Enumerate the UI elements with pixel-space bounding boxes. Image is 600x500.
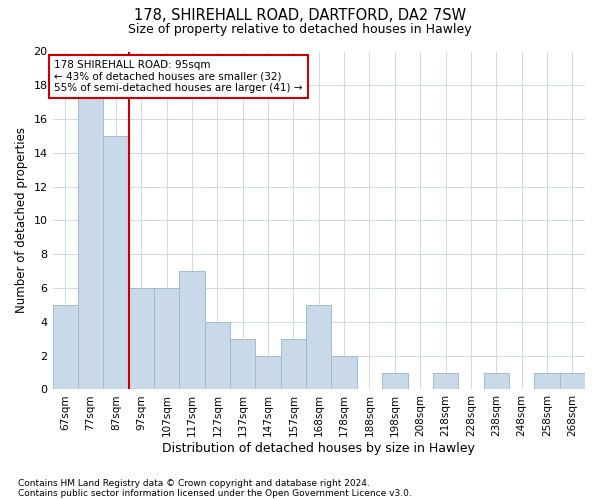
Bar bbox=[331, 356, 357, 390]
Bar bbox=[53, 305, 78, 390]
Bar bbox=[560, 372, 585, 390]
Bar bbox=[103, 136, 128, 390]
Bar bbox=[281, 339, 306, 390]
Bar bbox=[306, 305, 331, 390]
X-axis label: Distribution of detached houses by size in Hawley: Distribution of detached houses by size … bbox=[163, 442, 475, 455]
Bar bbox=[179, 271, 205, 390]
Bar bbox=[382, 372, 407, 390]
Text: Contains HM Land Registry data © Crown copyright and database right 2024.: Contains HM Land Registry data © Crown c… bbox=[18, 478, 370, 488]
Bar bbox=[534, 372, 560, 390]
Bar bbox=[433, 372, 458, 390]
Text: Size of property relative to detached houses in Hawley: Size of property relative to detached ho… bbox=[128, 22, 472, 36]
Bar bbox=[256, 356, 281, 390]
Bar bbox=[78, 86, 103, 390]
Text: 178 SHIREHALL ROAD: 95sqm
← 43% of detached houses are smaller (32)
55% of semi-: 178 SHIREHALL ROAD: 95sqm ← 43% of detac… bbox=[54, 60, 302, 93]
Bar bbox=[128, 288, 154, 390]
Bar bbox=[205, 322, 230, 390]
Bar bbox=[154, 288, 179, 390]
Bar bbox=[484, 372, 509, 390]
Text: Contains public sector information licensed under the Open Government Licence v3: Contains public sector information licen… bbox=[18, 488, 412, 498]
Y-axis label: Number of detached properties: Number of detached properties bbox=[15, 128, 28, 314]
Text: 178, SHIREHALL ROAD, DARTFORD, DA2 7SW: 178, SHIREHALL ROAD, DARTFORD, DA2 7SW bbox=[134, 8, 466, 22]
Bar bbox=[230, 339, 256, 390]
